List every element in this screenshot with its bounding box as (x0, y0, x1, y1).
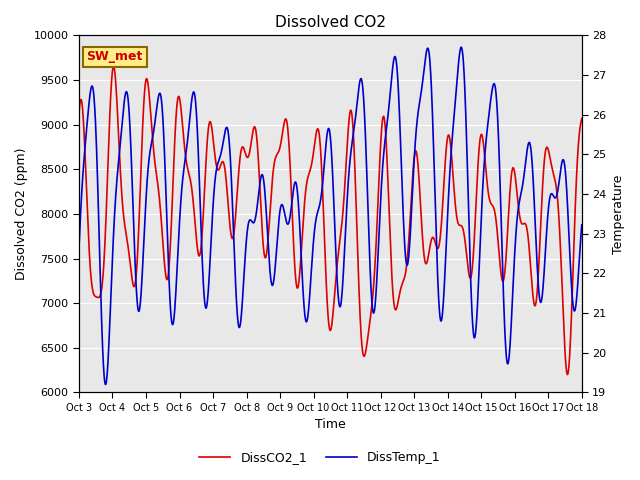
DissTemp_1 (578, 222, 586, 228)
DissTemp_1 (472, 331, 479, 337)
Line: DissTemp_1: DissTemp_1 (79, 47, 582, 384)
DissCO2_1 (471, 219, 479, 225)
DissCO2_1 (563, 372, 571, 377)
DissTemp_1 (307, 283, 314, 288)
DissCO2_1 (100, 247, 108, 252)
DissCO2_1 (564, 372, 572, 377)
Y-axis label: Dissolved CO2 (ppm): Dissolved CO2 (ppm) (15, 148, 28, 280)
DissCO2_1 (75, 111, 83, 117)
Title: Dissolved CO2: Dissolved CO2 (275, 15, 386, 30)
Text: SW_met: SW_met (86, 50, 143, 63)
Legend: DissCO2_1, DissTemp_1: DissCO2_1, DissTemp_1 (194, 446, 446, 469)
DissTemp_1 (102, 382, 109, 387)
DissCO2_1 (307, 167, 314, 172)
DissTemp_1 (564, 205, 572, 211)
DissTemp_1 (320, 168, 328, 174)
DissTemp_1 (75, 246, 83, 252)
Line: DissCO2_1: DissCO2_1 (79, 67, 582, 374)
DissTemp_1 (100, 378, 108, 384)
DissTemp_1 (564, 201, 572, 206)
DissCO2_1 (110, 64, 118, 70)
DissCO2_1 (578, 116, 586, 121)
DissCO2_1 (564, 372, 572, 377)
Y-axis label: Temperature: Temperature (612, 174, 625, 253)
DissCO2_1 (320, 216, 328, 221)
DissTemp_1 (458, 44, 465, 50)
X-axis label: Time: Time (315, 419, 346, 432)
